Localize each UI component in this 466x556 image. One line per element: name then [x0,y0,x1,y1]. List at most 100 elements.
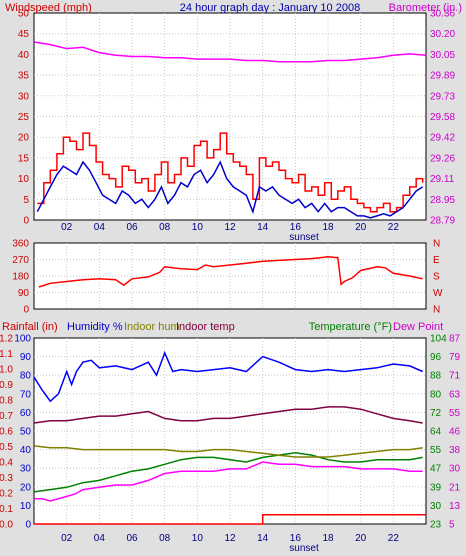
dewpoint-tick-label: 5 [449,520,455,531]
temperature-tick-label: 80 [430,389,442,400]
series-dew_point [34,461,423,502]
x-tick-label: 04 [94,222,106,233]
dewpoint-tick-label: 38 [449,445,461,456]
compass-tick-label: W [433,288,443,299]
humidity-tick-label: 40 [20,445,32,456]
legend-rainfall: Rainfall (in) [2,321,58,333]
temperature-tick-label: 88 [430,371,442,382]
dewpoint-tick-label: 55 [449,408,461,419]
climate-panel-series [33,350,426,525]
x-tick-label: 22 [388,222,400,233]
dewpoint-tick-label: 63 [449,389,461,400]
dewpoint-tick-label: 79 [449,352,461,363]
rainfall-tick-label: 1.2 [0,334,13,345]
sunset-marker-bottom: sunset [289,543,319,554]
sunset-marker-top: sunset [289,232,319,243]
x-tick-label: 08 [159,222,171,233]
series-gust [37,132,424,213]
series-temperature [33,452,423,493]
barometer-tick-label: 29.11 [430,174,455,185]
series-rain [34,513,426,525]
x-tick-label: 10 [192,222,204,233]
barometer-tick-label: 29.42 [430,133,455,144]
temperature-tick-label: 30 [430,501,442,512]
x-tick-label: 10 [192,533,204,544]
barometer-tick-label: 29.26 [430,153,455,164]
series-barometer [33,41,427,63]
series-indoor_hum [33,445,423,458]
compass-tick-label: N [433,239,440,250]
rainfall-tick-label: 1.0 [0,365,13,376]
temperature-tick-label: 23 [430,520,442,531]
temperature-tick-label: 104 [430,334,447,345]
x-tick-label: 18 [322,533,334,544]
climate-panel-axes: 0.0 0.1 0.2 0.3 0.4 0.5 0.6 0.7 0.8 0.9 1.0 1.1 1.2 0… [0,334,461,545]
humidity-tick-label: 80 [20,371,32,382]
windspeed-tick-label: 10 [18,174,30,185]
humidity-tick-label: 70 [20,389,32,400]
rainfall-tick-label: 0.0 [0,520,13,531]
series-indoor_temp [33,406,423,424]
chart-title: 24 hour graph day : January 10 2008 [180,2,360,14]
x-tick-label: 14 [257,533,269,544]
rainfall-tick-label: 0.5 [0,442,13,453]
humidity-tick-label: 60 [20,408,32,419]
x-tick-label: 14 [257,222,269,233]
legend-dew-point: Dew Point [393,321,443,333]
rainfall-tick-label: 0.4 [0,458,13,469]
barometer-tick-label: 30.36 [430,9,455,20]
barometer-tick-label: 28.95 [430,195,455,206]
x-tick-label: 12 [224,222,236,233]
humidity-tick-label: 30 [20,464,32,475]
windspeed-tick-label: 45 [18,29,30,40]
barometer-axis-title: Barometer (in.) [389,2,462,14]
direction-tick-label: 90 [18,288,30,299]
x-tick-label: 16 [290,533,302,544]
legend-temperature: Temperature (°F) [309,321,392,333]
windspeed-tick-label: 20 [18,133,30,144]
windspeed-tick-label: 25 [18,112,30,123]
direction-panel-series [38,256,423,288]
windspeed-tick-label: 0 [23,216,29,227]
direction-tick-label: 0 [23,305,29,316]
legend-indoor-hum: Indoor hum [124,321,180,333]
x-tick-label: 20 [355,533,367,544]
barometer-tick-label: 29.58 [430,112,455,123]
rainfall-tick-label: 0.1 [0,504,13,515]
series-direction [38,256,423,288]
barometer-tick-label: 28.79 [430,216,455,227]
temperature-tick-label: 72 [430,408,442,419]
legend-indoor-temp: Indoor temp [176,321,235,333]
rainfall-tick-label: 0.6 [0,427,13,438]
direction-panel-grid [34,243,426,309]
compass-tick-label: E [433,255,440,266]
rainfall-tick-label: 0.2 [0,489,13,500]
windspeed-tick-label: 5 [23,195,29,206]
dewpoint-tick-label: 21 [449,482,461,493]
x-tick-label: 02 [61,533,73,544]
windspeed-tick-label: 30 [18,91,30,102]
barometer-tick-label: 30.05 [430,50,455,61]
dewpoint-tick-label: 87 [449,334,461,345]
humidity-tick-label: 50 [20,427,32,438]
barometer-tick-label: 29.89 [430,71,455,82]
rainfall-tick-label: 0.8 [0,396,13,407]
x-tick-label: 16 [290,222,302,233]
temperature-tick-label: 96 [430,352,442,363]
x-tick-label: 04 [94,533,106,544]
dewpoint-tick-label: 46 [449,427,461,438]
wind-panel-axes: 0 5 10 15 20 25 30 35 40 45 50 28.79 28.95 29.11 29.26… [18,9,456,234]
barometer-tick-label: 30.20 [430,29,455,40]
humidity-tick-label: 90 [20,352,32,363]
rainfall-tick-label: 0.7 [0,411,13,422]
humidity-tick-label: 100 [14,334,31,345]
x-tick-label: 18 [322,222,334,233]
dewpoint-tick-label: 71 [449,371,461,382]
legend-humidity: Humidity % [67,321,123,333]
x-tick-label: 06 [126,222,138,233]
rainfall-tick-label: 1.1 [0,349,13,360]
direction-tick-label: 180 [12,272,29,283]
x-tick-label: 12 [224,533,236,544]
wind-panel-grid [34,13,426,220]
